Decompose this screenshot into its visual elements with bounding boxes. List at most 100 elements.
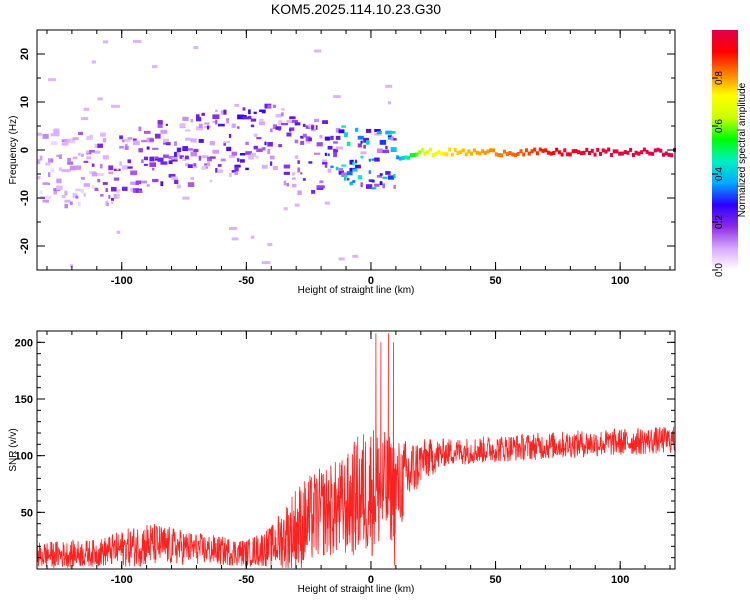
spectrogram-cell [327, 168, 332, 173]
spectrogram-cell [418, 150, 422, 155]
spectrogram-cell [352, 168, 358, 172]
spectrogram-cell [256, 148, 263, 152]
snr-x-tick-label: 50 [489, 574, 501, 586]
spectrogram-cell [292, 183, 297, 188]
spectrogram-cell [615, 149, 619, 154]
spectrogram-cell [94, 172, 98, 177]
spectrogram-cell [102, 40, 109, 44]
spectrogram-cell [371, 187, 377, 190]
spectrogram-cell [442, 151, 446, 156]
spectrogram-cell [245, 151, 252, 155]
spectrogram-cell [286, 132, 292, 137]
spectrogram-cell [234, 171, 238, 176]
spectrogram-cell [557, 150, 561, 155]
spectrogram-cell [212, 120, 216, 123]
spectrogram-cell [204, 122, 210, 125]
spectrogram-cell [228, 134, 232, 138]
spectrogram-cell [283, 207, 288, 211]
spectrogram-cell [563, 148, 567, 153]
spectrogram-cell [407, 155, 411, 160]
snr-marks [37, 333, 675, 568]
spectrogram-cell [234, 164, 241, 168]
spectrogram-cell [319, 185, 325, 189]
spectrogram-cell [182, 146, 188, 152]
spectrogram-cell [122, 165, 128, 170]
spectrogram-cell [220, 158, 226, 162]
spectrogram-cell [590, 148, 594, 153]
spectrogram-cell [56, 178, 62, 184]
spectrogram-cell [330, 165, 334, 168]
spectrogram-cell [549, 151, 553, 156]
spectrogram-cell [264, 141, 267, 146]
spectrogram-cell [37, 132, 42, 136]
spectrogram-cell [48, 158, 54, 163]
spectrogram-cell [253, 133, 258, 137]
spectrogram-cell [286, 120, 293, 123]
spectrogram-cell [67, 161, 74, 165]
spectrogram-cell [75, 195, 79, 199]
spectrogram-cell [248, 154, 254, 160]
spectrogram-cell [387, 135, 392, 139]
spectrogram-cell [398, 156, 402, 161]
spectrogram-cell [497, 153, 501, 158]
spectrogram-cell [297, 160, 300, 164]
spectrogram-y-tick-label: -20 [19, 238, 31, 254]
spectrogram-cell [152, 65, 158, 69]
spectrogram-cell [190, 151, 197, 157]
spectrogram-cell [511, 152, 515, 157]
spectrogram-cell [248, 109, 251, 115]
spectrogram-cell [659, 148, 663, 153]
spectrogram-cell [401, 156, 405, 160]
spectrogram-cell [289, 116, 296, 120]
spectrogram-cell [308, 137, 312, 142]
spectrogram-cell [72, 156, 78, 160]
spectrogram-cell [217, 164, 222, 167]
spectrogram-cell [294, 139, 299, 144]
spectrogram-cell [89, 150, 95, 153]
spectrogram-cell [486, 149, 490, 154]
spectrogram-cell [212, 149, 219, 154]
snr-x-tick-label: -50 [238, 574, 254, 586]
snr-series-line [37, 333, 675, 568]
spectrogram-cell [152, 178, 159, 183]
colorbar-tick-label: 0.8 [714, 71, 725, 85]
spectrogram-cell [217, 123, 225, 127]
spectrogram-cell [127, 137, 133, 140]
spectrogram-cell [228, 155, 235, 159]
spectrogram-cell [322, 120, 328, 124]
spectrogram-cell [393, 138, 397, 141]
spectrogram-cell [45, 162, 51, 166]
spectrogram-cell [368, 158, 371, 162]
spectrogram-cell [37, 159, 41, 165]
spectrogram-cell [61, 195, 66, 199]
spectrogram-cell [119, 161, 123, 166]
spectrogram-cell [629, 147, 633, 152]
spectrogram-cell [86, 156, 91, 160]
spectrogram-cell [475, 150, 479, 155]
spectrogram-cell [48, 172, 51, 177]
spectrogram-cell [382, 183, 385, 189]
spectrogram-cell [154, 133, 161, 139]
spectrogram-cell [368, 179, 374, 182]
spectrogram-cell [105, 202, 109, 206]
spectrogram-cell [168, 160, 173, 165]
spectrogram-cell [472, 148, 476, 153]
colorbar-label: Normalized spectral amplitude [737, 82, 748, 217]
spectrogram-cell [363, 137, 369, 143]
spectrogram-cell [322, 159, 328, 165]
spectrogram-cell [333, 141, 338, 144]
spectrogram-cell [182, 156, 186, 161]
spectrogram-cell [201, 155, 209, 159]
spectrogram-cell [212, 114, 220, 119]
snr-y-tick-label: 100 [15, 451, 33, 463]
spectrogram-cell [396, 155, 400, 160]
spectrogram-cell [530, 149, 534, 154]
snr-frame [36, 330, 676, 570]
snr-x-tick-label: 0 [368, 574, 374, 586]
spectrogram-cell [182, 196, 190, 200]
spectrogram-cell [313, 49, 322, 53]
spectrogram-cell [467, 149, 471, 154]
spectrogram-cell [333, 152, 338, 158]
spectrogram-cell [154, 156, 159, 160]
spectrogram-cell [292, 120, 298, 123]
